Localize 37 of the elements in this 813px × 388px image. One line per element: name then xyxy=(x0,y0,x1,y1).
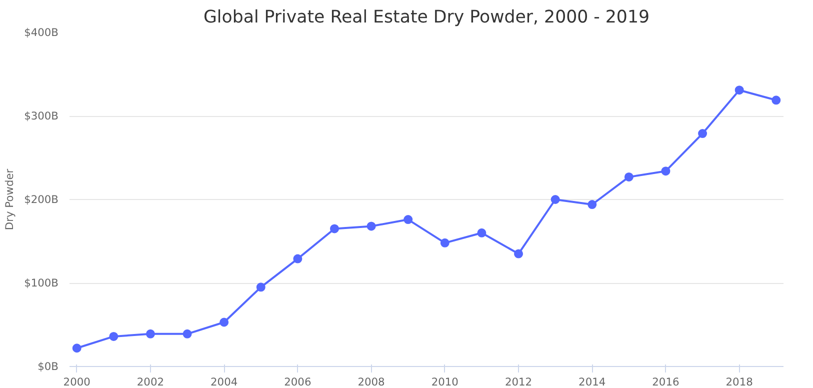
point xyxy=(146,329,155,338)
point xyxy=(734,86,744,95)
x-tick-label: 2004 xyxy=(210,376,238,388)
x-tick-label: 2012 xyxy=(504,376,532,388)
point xyxy=(72,344,82,353)
point xyxy=(293,254,302,264)
point xyxy=(330,224,339,234)
x-tick-label: 2016 xyxy=(652,376,680,388)
y-tick-label: $200B xyxy=(24,193,59,206)
point xyxy=(477,228,486,238)
point xyxy=(661,166,670,176)
x-tick-label: 2000 xyxy=(63,376,91,388)
x-tick-label: 2002 xyxy=(136,376,164,388)
point xyxy=(514,249,524,258)
x-tick-label: 2018 xyxy=(726,376,754,388)
chart-title: Global Private Real Estate Dry Powder, 2000 - 2019 xyxy=(203,8,650,28)
x-tick-label: 2010 xyxy=(431,376,459,388)
point xyxy=(366,222,376,231)
point xyxy=(624,172,634,182)
y-axis-title: Dry Powder xyxy=(3,168,16,230)
point xyxy=(698,129,708,138)
point xyxy=(550,195,560,204)
point xyxy=(772,96,781,105)
point xyxy=(588,200,597,209)
point xyxy=(182,329,192,338)
point xyxy=(109,332,118,341)
x-tick-label: 2006 xyxy=(284,376,312,388)
y-tick-label: $300B xyxy=(24,110,59,122)
y-tick-label: $100B xyxy=(24,276,59,290)
point xyxy=(440,238,450,248)
y-tick-label: $400B xyxy=(24,26,59,39)
x-tick-label: 2008 xyxy=(358,376,386,388)
point xyxy=(404,215,413,224)
x-tick-label: 2014 xyxy=(578,376,606,388)
y-tick-label: $0B xyxy=(38,360,59,373)
point xyxy=(256,282,266,292)
point xyxy=(220,318,229,327)
